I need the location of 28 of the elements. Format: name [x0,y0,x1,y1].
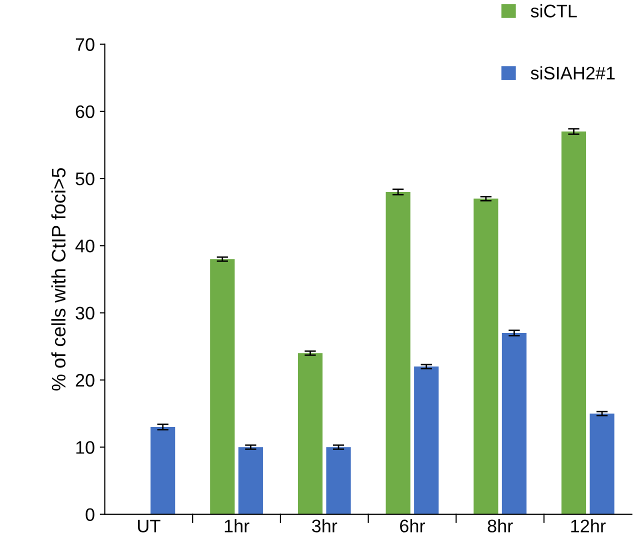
bar [590,414,614,514]
bar [414,366,439,514]
bar [474,198,498,514]
y-tick-label: 0 [86,508,94,522]
x-tick-label: 6hr [400,519,425,532]
bar [386,192,410,514]
x-tick-label: 12hr [571,519,606,532]
legend-label: siCTL [530,4,577,18]
x-tick-label: 3hr [312,519,338,532]
bar [298,353,323,514]
x-tick-label: UT [138,520,160,532]
legend-label: siSIAH2#1 [530,66,615,80]
bar [561,132,586,514]
bar [210,259,235,514]
bar [238,447,263,514]
y-tick-label: 20 [76,374,94,387]
bar [326,447,351,514]
y-tick-label: 60 [76,105,94,118]
bar [150,426,176,514]
y-tick-label: 10 [76,441,94,454]
x-tick-label: 1hr [224,519,250,532]
y-tick-label: 70 [76,38,94,51]
y-axis-title: % of cells with CtIP foci>5 [51,168,66,391]
y-tick-label: 50 [76,172,94,186]
x-tick-label: 8hr [488,519,513,532]
y-tick-label: 30 [76,306,94,320]
y-tick-label: 40 [75,240,94,252]
bar [502,332,527,514]
